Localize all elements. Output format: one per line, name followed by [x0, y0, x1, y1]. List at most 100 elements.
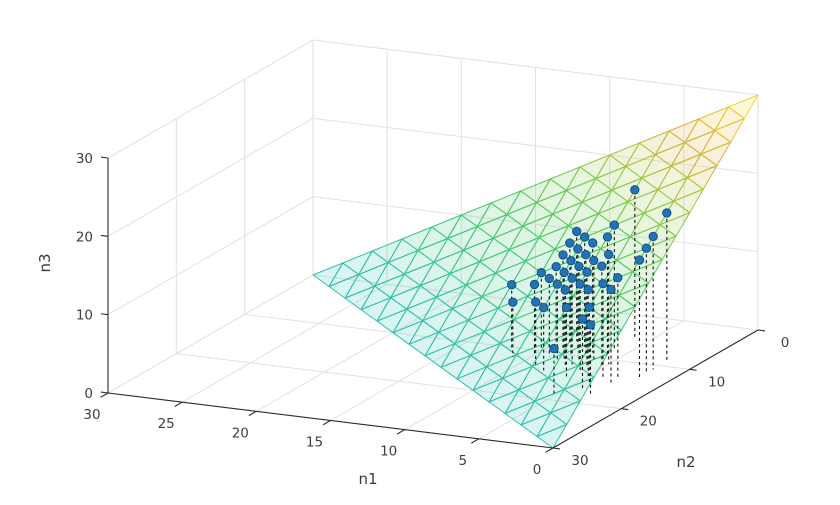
surface-facet [520, 412, 552, 437]
surface-facet [344, 285, 376, 311]
tick-mark [100, 391, 109, 394]
tick-mark [248, 410, 257, 417]
data-point [580, 232, 590, 242]
z-tick-label: 30 [76, 151, 93, 167]
grid-line [107, 196, 314, 316]
tick-mark [174, 401, 183, 407]
grid-line [176, 353, 622, 410]
data-point [602, 232, 613, 242]
surface-facet [312, 262, 344, 287]
tick-mark [396, 429, 405, 435]
scatter-points [507, 185, 672, 354]
x-tick-label: 10 [380, 444, 397, 460]
data-point [609, 220, 619, 230]
surface-facet [536, 424, 568, 449]
tick-mark [552, 447, 561, 450]
x-tick-label: 25 [158, 416, 175, 432]
data-point [539, 303, 549, 313]
grid-line [312, 117, 759, 174]
data-point [585, 320, 596, 330]
data-point [634, 255, 645, 265]
data-point [561, 302, 572, 313]
data-point [529, 279, 540, 290]
axis-tick-labels: 0 5 10 15 20 25 30 0 10 20 30 0 10 20 30 n1 n2 n3 [36, 151, 789, 488]
surface-facet [328, 274, 360, 299]
data-point [584, 302, 594, 312]
grid-line [312, 196, 759, 253]
data-point [551, 262, 561, 272]
data-point [613, 273, 623, 283]
data-point [567, 273, 577, 283]
data-point [531, 297, 541, 307]
data-point [641, 243, 651, 253]
z-tick-label: 20 [76, 229, 93, 245]
data-point [589, 255, 599, 266]
data-point [565, 238, 575, 248]
tick-mark [545, 447, 554, 453]
tick-mark [322, 420, 331, 426]
data-point [574, 261, 584, 272]
data-point [559, 267, 569, 278]
data-point [606, 284, 616, 295]
data-point [648, 231, 658, 242]
tick-mark [757, 329, 766, 332]
surface-facet [424, 343, 456, 368]
z-tick-label: 0 [84, 386, 93, 402]
tick-mark [471, 438, 480, 444]
data-point [598, 279, 608, 289]
y-tick-label: 30 [571, 453, 588, 469]
data-point [560, 285, 570, 295]
tick-mark [621, 408, 629, 411]
surface-facet [472, 377, 504, 403]
surface-facet [488, 389, 520, 414]
data-point [573, 244, 583, 254]
box-edge [312, 39, 759, 96]
y-tick-label: 10 [708, 374, 725, 390]
data-point [552, 279, 562, 289]
tick-mark [689, 368, 697, 371]
surface-facet [360, 297, 392, 322]
data-point [583, 285, 593, 295]
box-edge [107, 39, 314, 159]
x-tick-label: 20 [232, 425, 249, 441]
surface-facet [456, 366, 488, 391]
data-point [604, 249, 614, 260]
data-point [572, 226, 582, 237]
box-edge [107, 274, 314, 394]
data-point [507, 280, 517, 290]
y-tick-label: 0 [781, 335, 790, 351]
data-point [575, 279, 585, 289]
surface-facet [376, 308, 408, 334]
tick-mark [100, 313, 109, 316]
x-tick-label: 15 [306, 435, 323, 451]
tick-mark [100, 156, 109, 159]
surface-facet [408, 331, 440, 357]
tick-mark [100, 392, 109, 398]
x-axis-label: n1 [358, 470, 377, 488]
x-tick-label: 5 [459, 453, 468, 469]
axis-line [552, 329, 759, 449]
surface-facet [392, 320, 424, 345]
y-tick-label: 20 [640, 414, 657, 430]
data-point [597, 261, 607, 271]
data-point [588, 238, 598, 248]
axis-lines-and-ticks [100, 156, 766, 453]
z-tick-label: 10 [76, 308, 93, 324]
data-point [581, 250, 591, 260]
x-tick-label: 0 [533, 462, 542, 478]
tick-mark [100, 234, 109, 237]
data-point [549, 343, 559, 354]
grid-line [107, 117, 314, 237]
data-point [582, 267, 592, 277]
data-point [544, 273, 554, 284]
y-axis-label: n2 [676, 453, 695, 471]
surface-facet [504, 400, 536, 426]
data-point [558, 250, 568, 260]
data-point [508, 297, 518, 307]
x-tick-label: 30 [83, 407, 100, 423]
z-axis-label: n3 [36, 253, 54, 272]
grid-line [244, 313, 690, 370]
data-point [566, 256, 576, 266]
